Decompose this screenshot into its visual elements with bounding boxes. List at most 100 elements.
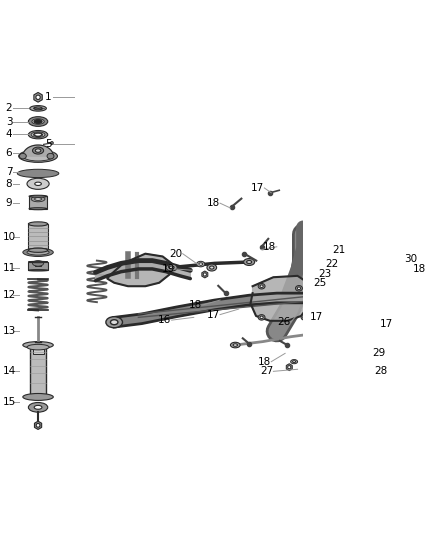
Text: 8: 8: [6, 180, 12, 190]
Text: 4: 4: [6, 129, 12, 139]
Ellipse shape: [32, 261, 44, 266]
Circle shape: [36, 95, 40, 100]
Ellipse shape: [31, 196, 45, 202]
Bar: [35, 261, 41, 266]
Ellipse shape: [293, 361, 296, 362]
Ellipse shape: [27, 249, 49, 255]
Text: 30: 30: [405, 254, 417, 263]
Ellipse shape: [230, 342, 240, 348]
Ellipse shape: [169, 266, 174, 269]
Polygon shape: [286, 364, 292, 370]
Ellipse shape: [23, 342, 53, 349]
Bar: [32, 347, 44, 354]
Text: 1: 1: [45, 92, 52, 102]
Text: 6: 6: [6, 148, 12, 158]
Text: 17: 17: [310, 312, 323, 322]
Text: 29: 29: [373, 349, 386, 358]
Bar: [28, 262, 48, 270]
Ellipse shape: [34, 119, 42, 124]
Text: 28: 28: [374, 366, 387, 376]
Text: 18: 18: [263, 242, 276, 252]
Polygon shape: [95, 261, 190, 281]
Ellipse shape: [17, 169, 59, 177]
Text: 18: 18: [189, 300, 202, 310]
Text: 7: 7: [6, 167, 12, 177]
Ellipse shape: [199, 263, 202, 265]
Ellipse shape: [291, 360, 297, 364]
Text: 11: 11: [2, 263, 16, 272]
Ellipse shape: [32, 119, 44, 124]
Text: 17: 17: [380, 319, 393, 329]
Polygon shape: [34, 92, 42, 102]
Bar: [29, 196, 47, 209]
Ellipse shape: [209, 266, 214, 269]
Text: 18: 18: [207, 198, 220, 208]
Ellipse shape: [23, 248, 53, 256]
Bar: [28, 172, 49, 175]
Ellipse shape: [35, 198, 42, 200]
Ellipse shape: [106, 317, 123, 328]
Ellipse shape: [29, 195, 47, 197]
Ellipse shape: [233, 344, 237, 346]
Ellipse shape: [34, 133, 42, 136]
Text: 14: 14: [2, 366, 16, 376]
Ellipse shape: [35, 133, 42, 136]
Ellipse shape: [28, 117, 48, 126]
Polygon shape: [107, 254, 172, 286]
Ellipse shape: [28, 222, 48, 226]
Polygon shape: [23, 145, 53, 156]
Ellipse shape: [110, 320, 118, 325]
Ellipse shape: [166, 264, 177, 271]
Ellipse shape: [317, 330, 327, 335]
Ellipse shape: [27, 178, 49, 189]
Ellipse shape: [30, 106, 46, 111]
Ellipse shape: [260, 316, 263, 319]
Text: 25: 25: [313, 278, 326, 288]
Ellipse shape: [47, 154, 54, 159]
Ellipse shape: [27, 344, 49, 350]
Ellipse shape: [28, 261, 48, 263]
Text: 20: 20: [169, 249, 182, 259]
Ellipse shape: [258, 314, 265, 320]
Ellipse shape: [303, 316, 306, 319]
Text: 12: 12: [2, 289, 16, 300]
Text: 22: 22: [325, 259, 339, 269]
Text: 9: 9: [6, 198, 12, 208]
Ellipse shape: [247, 261, 251, 263]
Ellipse shape: [34, 120, 42, 123]
Ellipse shape: [29, 208, 47, 209]
Text: 3: 3: [6, 117, 12, 126]
Text: 18: 18: [413, 264, 426, 274]
Text: 2: 2: [6, 103, 12, 112]
Polygon shape: [251, 276, 310, 321]
Ellipse shape: [297, 287, 300, 289]
Ellipse shape: [207, 264, 217, 271]
Text: 15: 15: [2, 397, 16, 407]
Text: 17: 17: [207, 310, 220, 320]
Ellipse shape: [35, 182, 41, 185]
Ellipse shape: [301, 314, 308, 320]
Text: 10: 10: [3, 232, 16, 242]
Text: 16: 16: [158, 315, 171, 325]
Text: 27: 27: [260, 366, 273, 376]
Ellipse shape: [23, 151, 53, 161]
Text: 23: 23: [318, 270, 332, 279]
Text: 26: 26: [277, 317, 290, 327]
Text: 5: 5: [45, 139, 52, 149]
Bar: [28, 224, 48, 250]
Text: 18: 18: [258, 357, 271, 367]
Ellipse shape: [34, 107, 42, 110]
Ellipse shape: [34, 406, 42, 409]
Ellipse shape: [244, 259, 254, 265]
Ellipse shape: [197, 261, 205, 267]
Circle shape: [203, 273, 206, 276]
Ellipse shape: [31, 132, 45, 138]
Text: 17: 17: [251, 183, 264, 193]
Text: 21: 21: [332, 245, 346, 255]
Ellipse shape: [28, 131, 48, 139]
Ellipse shape: [19, 154, 26, 159]
Text: 13: 13: [2, 326, 16, 336]
Polygon shape: [114, 293, 325, 327]
Polygon shape: [35, 421, 42, 430]
Circle shape: [36, 423, 40, 427]
